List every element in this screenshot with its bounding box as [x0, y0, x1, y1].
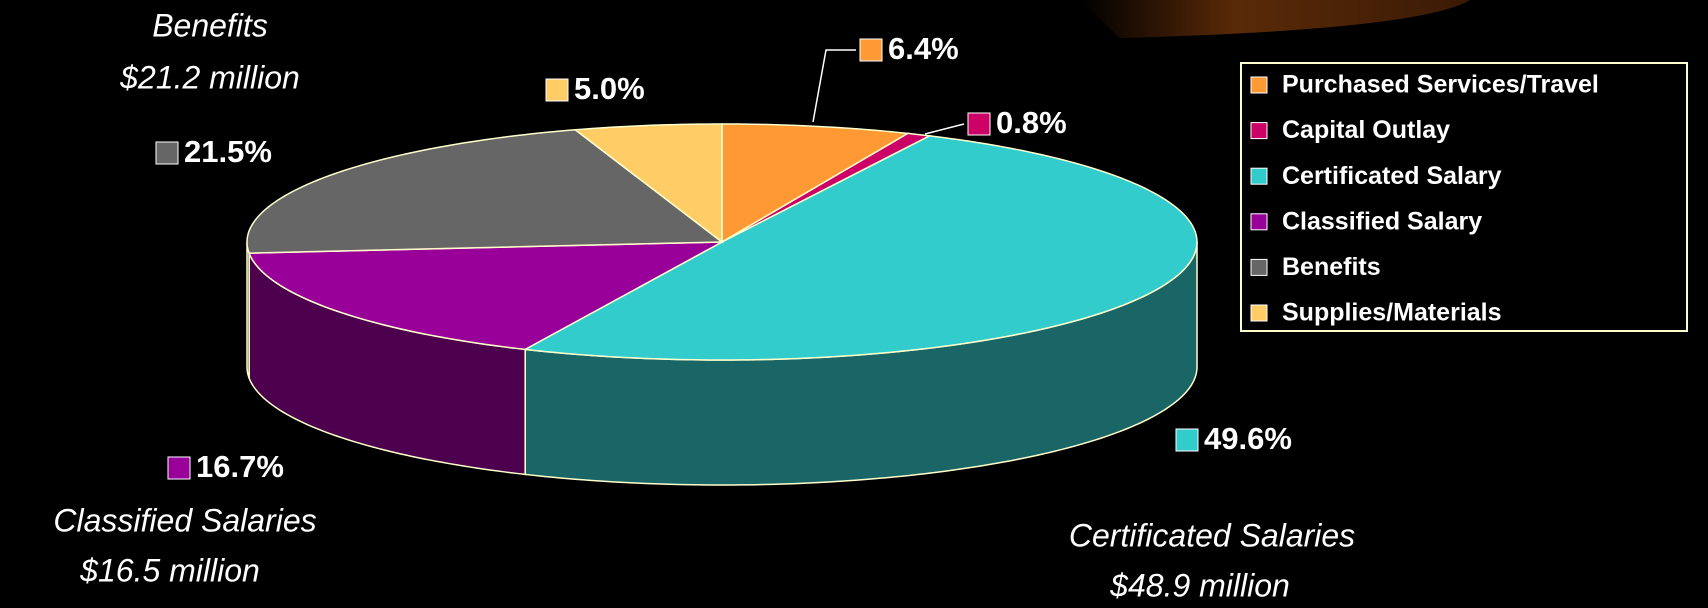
legend-swatch — [1250, 258, 1268, 276]
annotation: $16.5 million — [79, 552, 260, 588]
legend-label: Capital Outlay — [1282, 116, 1450, 144]
legend-label: Benefits — [1282, 253, 1381, 281]
legend-label: Purchased Services/Travel — [1282, 71, 1599, 99]
legend-label: Supplies/Materials — [1282, 299, 1502, 327]
slice — [246, 129, 725, 254]
annotation: Benefits — [152, 7, 268, 43]
data-label: 21.5% — [184, 134, 272, 169]
data-label: 49.6% — [1204, 421, 1292, 456]
labels: 6.4% 0.8% 49.6% 16.7% 21.5% 5.0% — [155, 31, 1292, 484]
legend: Purchased Services/Travel Capital Outlay C… — [1250, 71, 1599, 327]
annotation: Classified Salaries — [53, 502, 316, 538]
slice — [573, 123, 723, 244]
legend-swatch — [1250, 304, 1268, 322]
label-swatch — [859, 38, 883, 62]
label-swatch — [155, 141, 179, 165]
pie — [246, 123, 1198, 486]
annotation: Certificated Salaries — [1069, 517, 1355, 553]
data-label: 6.4% — [888, 31, 959, 66]
legend-box — [1240, 62, 1688, 332]
annotation: $21.2 million — [119, 59, 300, 95]
leader-line — [924, 123, 965, 135]
slice — [522, 135, 1198, 361]
data-label: 5.0% — [574, 71, 645, 106]
data-label: 0.8% — [996, 105, 1067, 140]
label-swatch — [1175, 428, 1199, 452]
legend-swatch — [1250, 167, 1268, 185]
label-swatch — [167, 456, 191, 480]
slice — [721, 123, 911, 244]
legend-label: Certificated Salary — [1282, 162, 1502, 190]
slice-side — [246, 241, 250, 379]
label-swatch — [545, 78, 569, 102]
data-label: 16.7% — [196, 449, 284, 484]
legend-swatch — [1250, 76, 1268, 94]
legend-swatch — [1250, 122, 1268, 140]
label-swatch — [967, 112, 991, 136]
legend-label: Classified Salary — [1282, 207, 1482, 235]
slice — [247, 241, 723, 351]
legend-swatch — [1250, 213, 1268, 231]
leader-line — [812, 49, 856, 123]
annotation: $48.9 million — [1109, 567, 1290, 603]
decoration — [1080, 0, 1470, 38]
